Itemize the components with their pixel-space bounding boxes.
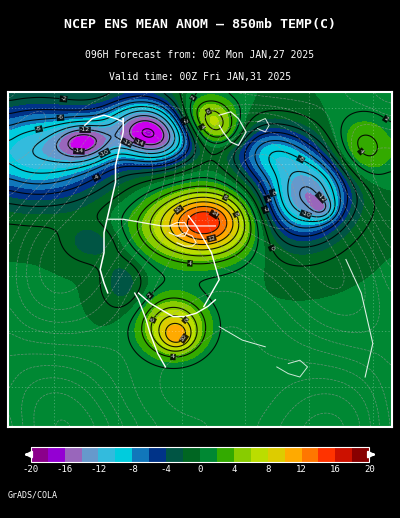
Text: -10: -10	[300, 210, 311, 219]
Text: 8: 8	[182, 317, 188, 323]
Bar	[217, 447, 234, 462]
Text: 4: 4	[231, 465, 236, 473]
Bar	[149, 447, 166, 462]
Text: 10: 10	[174, 205, 183, 214]
Text: GrADS/COLA: GrADS/COLA	[8, 490, 58, 499]
Text: 4: 4	[188, 261, 192, 266]
Bar	[98, 447, 115, 462]
Bar	[268, 447, 285, 462]
Text: 6: 6	[222, 194, 228, 200]
Bar	[251, 447, 268, 462]
Text: 0: 0	[197, 465, 203, 473]
Text: -8: -8	[35, 126, 42, 132]
Text: -16: -16	[56, 465, 73, 473]
Text: 10: 10	[180, 334, 188, 343]
Text: -12: -12	[80, 127, 90, 132]
Text: 6: 6	[150, 317, 156, 323]
Text: 8: 8	[233, 211, 239, 217]
Text: 2: 2	[147, 292, 153, 299]
Text: NCEP ENS MEAN ANOM – 850mb TEMP(C): NCEP ENS MEAN ANOM – 850mb TEMP(C)	[64, 18, 336, 31]
Text: -6: -6	[269, 189, 276, 196]
Text: -8: -8	[127, 465, 138, 473]
Bar	[234, 447, 251, 462]
Text: -12: -12	[121, 138, 132, 147]
Bar	[200, 447, 217, 462]
Text: 12: 12	[296, 465, 307, 473]
Text: 20: 20	[364, 465, 374, 473]
Text: 2: 2	[383, 116, 389, 122]
Bar	[132, 447, 149, 462]
Text: 096H Forecast from: 00Z Mon JAN,27 2025: 096H Forecast from: 00Z Mon JAN,27 2025	[86, 50, 314, 60]
Text: -6: -6	[57, 115, 64, 121]
Text: -14: -14	[134, 138, 145, 147]
Text: 0: 0	[269, 245, 275, 251]
Bar	[284, 447, 302, 462]
Bar	[352, 447, 369, 462]
Bar	[115, 447, 132, 462]
Bar	[335, 447, 352, 462]
Text: 4: 4	[199, 124, 205, 130]
Text: 4: 4	[171, 354, 175, 359]
Text: -4: -4	[92, 174, 100, 181]
Text: Valid time: 00Z Fri JAN,31 2025: Valid time: 00Z Fri JAN,31 2025	[109, 73, 291, 82]
Bar	[82, 447, 98, 462]
Bar	[318, 447, 335, 462]
Text: 2: 2	[190, 95, 196, 101]
Text: -2: -2	[60, 96, 67, 102]
Text: 6: 6	[206, 108, 211, 114]
Text: 12: 12	[207, 235, 216, 242]
Text: 16: 16	[330, 465, 341, 473]
Bar	[65, 447, 82, 462]
Bar	[166, 447, 183, 462]
Bar	[31, 447, 369, 462]
Text: -4: -4	[264, 195, 271, 203]
Text: -2: -2	[262, 206, 268, 213]
Text: -8: -8	[297, 155, 304, 163]
Bar	[183, 447, 200, 462]
Text: 8: 8	[265, 465, 270, 473]
Text: 14: 14	[209, 210, 219, 219]
Bar	[302, 447, 318, 462]
Text: -10: -10	[99, 149, 110, 157]
Text: -14: -14	[74, 149, 84, 154]
Bar	[48, 447, 65, 462]
Text: -4: -4	[161, 465, 172, 473]
Text: -2: -2	[181, 117, 188, 125]
Text: -12: -12	[90, 465, 106, 473]
Text: 4: 4	[358, 148, 364, 154]
Text: -20: -20	[23, 465, 39, 473]
Bar	[31, 447, 48, 462]
Text: -12: -12	[316, 192, 326, 203]
